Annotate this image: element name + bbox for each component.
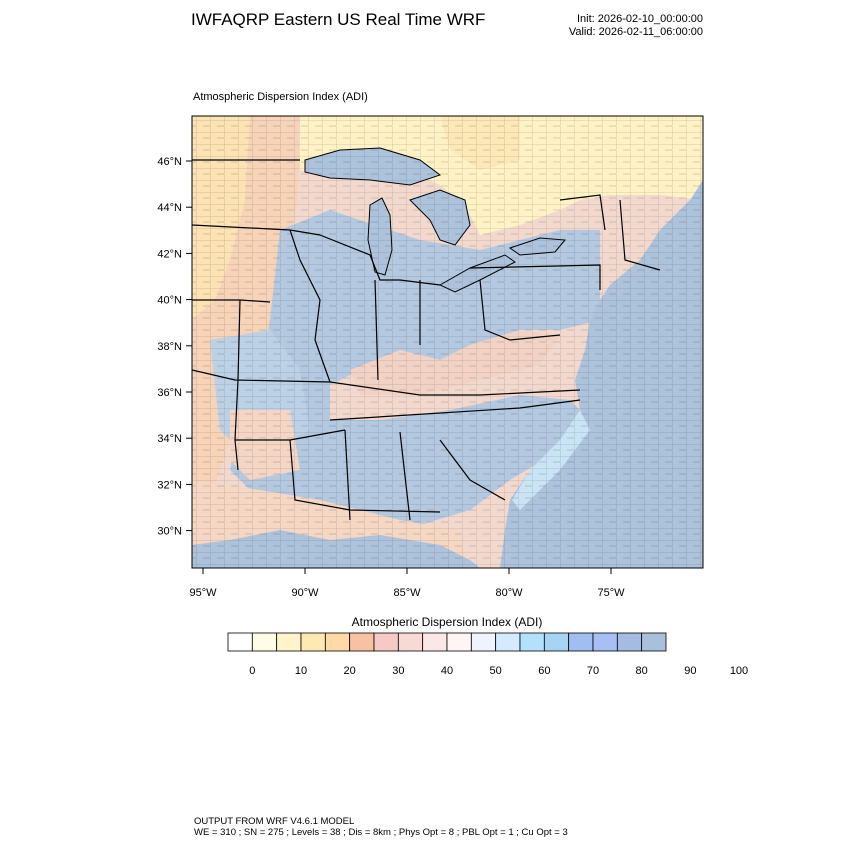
lon-tick-label: 80°W xyxy=(495,587,523,599)
legend-tick-label: 30 xyxy=(392,665,404,677)
legend-swatch xyxy=(300,632,326,652)
model-footer: OUTPUT FROM WRF V4.6.1 MODEL WE = 310 ; … xyxy=(194,816,568,838)
lat-tick-label: 30°N xyxy=(157,526,182,538)
footer-line-2: WE = 310 ; SN = 275 ; Levels = 38 ; Dis … xyxy=(194,827,568,838)
legend-swatch xyxy=(349,632,375,652)
state-boundaries xyxy=(192,159,661,521)
legend-swatch xyxy=(251,632,278,652)
legend-tick-label: 70 xyxy=(587,665,599,677)
legend-swatch xyxy=(519,632,545,652)
legend-swatch xyxy=(543,632,570,652)
legend-tick-label: 50 xyxy=(490,665,502,677)
legend-tick-label: 20 xyxy=(344,665,356,677)
legend-swatch xyxy=(592,632,618,652)
legend-tick-label: 60 xyxy=(538,665,550,677)
page-title: IWFAQRP Eastern US Real Time WRF xyxy=(191,10,486,29)
lon-tick-label: 75°W xyxy=(597,587,625,599)
legend-swatch xyxy=(616,632,643,652)
lat-tick-label: 38°N xyxy=(157,341,182,353)
legend-swatch xyxy=(446,632,472,652)
legend-swatch xyxy=(568,632,594,652)
legend-swatch xyxy=(495,632,521,652)
legend-swatch xyxy=(397,632,424,652)
lat-tick-label: 44°N xyxy=(157,202,182,214)
legend-tick-label: 90 xyxy=(684,665,696,677)
legend-tick-label: 40 xyxy=(441,665,453,677)
longitude-axis: 95°W 90°W 85°W 80°W 75°W xyxy=(189,568,625,599)
lat-tick-label: 34°N xyxy=(157,433,182,445)
legend-swatch xyxy=(470,632,497,652)
legend-tick-label: 10 xyxy=(295,665,307,677)
legend-tick-label: 80 xyxy=(636,665,648,677)
map-frame xyxy=(191,115,704,569)
footer-line-1: OUTPUT FROM WRF V4.6.1 MODEL xyxy=(194,816,355,827)
lat-tick-label: 46°N xyxy=(157,156,182,168)
map-subtitle: Atmospheric Dispersion Index (ADI) xyxy=(193,91,368,103)
legend-swatch xyxy=(227,632,253,652)
lon-tick-label: 95°W xyxy=(189,587,217,599)
legend-swatch xyxy=(422,632,448,652)
lat-tick-label: 42°N xyxy=(157,248,182,260)
legend-swatch xyxy=(373,632,399,652)
lon-tick-label: 85°W xyxy=(393,587,421,599)
lat-tick-label: 36°N xyxy=(157,387,182,399)
lat-tick-label: 40°N xyxy=(157,295,182,307)
valid-time: Valid: 2026-02-11_06:00:00 xyxy=(568,26,703,38)
init-time: Init: 2026-02-10_00:00:00 xyxy=(577,13,703,25)
legend-tick-labels: 0 10 20 30 40 50 60 70 80 90 100 xyxy=(249,665,748,677)
legend-swatch xyxy=(641,632,667,652)
latitude-axis: 46°N 44°N 42°N 40°N 38°N 36°N 34°N 32°N 30°N xyxy=(157,156,192,538)
county-lines xyxy=(192,116,703,568)
legend-swatch xyxy=(324,632,351,652)
lat-tick-label: 32°N xyxy=(157,479,182,491)
legend-swatch xyxy=(276,632,302,652)
legend-title: Atmospheric Dispersion Index (ADI) xyxy=(352,615,543,629)
legend-tick-label: 100 xyxy=(730,665,748,677)
model-times: Init: 2026-02-10_00:00:00 Valid: 2026-02… xyxy=(569,13,703,39)
lon-tick-label: 90°W xyxy=(291,587,319,599)
legend-colorbar xyxy=(227,632,667,652)
legend-tick-label: 0 xyxy=(249,665,255,677)
map-panel xyxy=(192,116,703,568)
